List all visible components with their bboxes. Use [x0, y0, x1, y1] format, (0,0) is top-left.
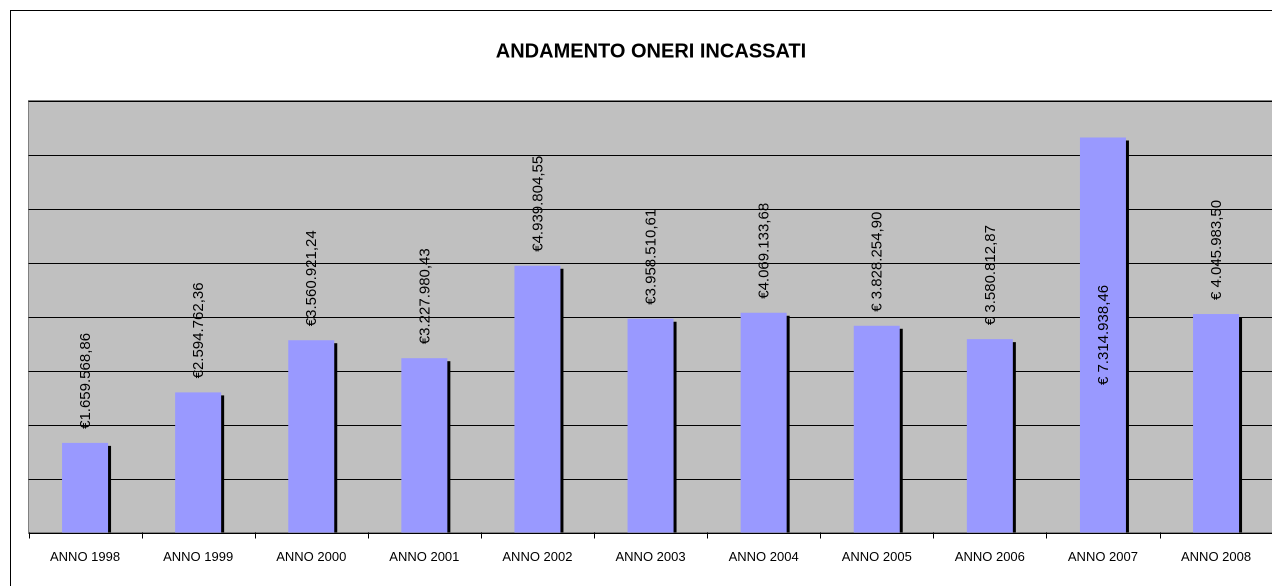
bar — [627, 318, 674, 533]
bar — [175, 392, 222, 533]
bar — [966, 339, 1013, 533]
x-tick-label: ANNO 2002 — [502, 549, 572, 564]
data-label: € 7.314.938,46 — [1095, 285, 1112, 385]
data-label: €1.659.568,86 — [77, 333, 94, 429]
bar — [853, 325, 900, 533]
x-tick-label: ANNO 1999 — [163, 549, 233, 564]
bar — [514, 265, 561, 533]
data-label: €4.939.804,55 — [529, 156, 546, 252]
x-tick-label: ANNO 1998 — [50, 549, 120, 564]
x-tick-label: ANNO 2003 — [616, 549, 686, 564]
x-tick-label: ANNO 2000 — [276, 549, 346, 564]
bar — [401, 358, 448, 533]
data-label: €3.560.921,24 — [303, 230, 320, 326]
bar — [1193, 314, 1240, 533]
bar — [740, 312, 787, 533]
bar — [1079, 137, 1126, 533]
chart-title: ANDAMENTO ONERI INCASSATI — [496, 40, 806, 62]
bar — [62, 442, 109, 533]
data-label: €3.227.980,43 — [416, 248, 433, 344]
x-tick-label: ANNO 2006 — [955, 549, 1025, 564]
x-tick-label: ANNO 2007 — [1068, 549, 1138, 564]
x-tick-label: ANNO 2004 — [729, 549, 799, 564]
data-label: € 3.580.812,87 — [982, 225, 999, 325]
bar — [288, 340, 335, 533]
data-label: €4.069.133,68 — [756, 203, 773, 299]
x-tick-label: ANNO 2008 — [1181, 549, 1251, 564]
data-label: € 4.045.983,50 — [1208, 200, 1225, 300]
x-tick-label: ANNO 2001 — [389, 549, 459, 564]
data-label: €3.958.510,61 — [643, 209, 660, 305]
x-tick-label: ANNO 2005 — [842, 549, 912, 564]
data-label: €2.594.762,36 — [190, 282, 207, 378]
data-label: € 3.828.254,90 — [869, 212, 886, 312]
